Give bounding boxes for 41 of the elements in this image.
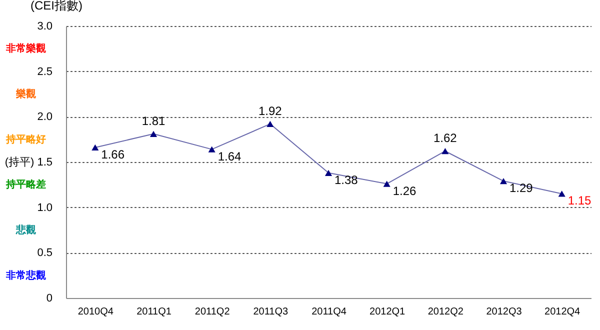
data-label: 1.29 [510, 181, 534, 196]
y-tick-label: 0 [46, 292, 52, 304]
x-tick-label: 2012Q3 [486, 306, 522, 318]
point [500, 178, 508, 184]
data-label: 1.62 [433, 131, 458, 146]
y-axis-title: (CEI指數) [30, 0, 82, 12]
y-tick-label: 1.0 [37, 202, 52, 214]
data-label: 1.81 [142, 114, 166, 128]
point [442, 148, 449, 154]
x-tick-label: 2012Q2 [428, 306, 464, 318]
y-tick-label: 2.0 [37, 111, 52, 124]
x-tick-label: 2011Q4 [312, 306, 347, 318]
y-tick-label: 2.5 [37, 66, 52, 78]
x-tick-label: 2011Q2 [194, 306, 230, 318]
point [266, 120, 274, 127]
data-label: 1.64 [218, 149, 242, 164]
point [383, 180, 390, 187]
point [208, 146, 216, 152]
data-label: 1.92 [258, 104, 282, 118]
text: 悲觀 [15, 224, 36, 236]
data-label: 1.26 [392, 184, 417, 198]
point [558, 190, 566, 197]
x-tick-label: 2012Q4 [544, 306, 581, 318]
data-label: 1.15 [568, 194, 592, 208]
data-label: 1.38 [334, 172, 358, 187]
point [324, 170, 332, 176]
text: 非常樂觀 [5, 42, 46, 55]
x-tick-label: 2012Q1 [370, 306, 406, 318]
text: 持平略好 [5, 133, 46, 146]
point [150, 130, 158, 137]
point [92, 144, 99, 151]
x-tick-label: 2011Q3 [253, 306, 289, 318]
y-tick-label: (持平) 1.5 [4, 156, 52, 168]
y-tick-label: 3.0 [37, 20, 52, 32]
data-label: 1.66 [101, 147, 125, 162]
x-tick-label: 2010Q4 [78, 306, 114, 318]
y-tick-label: 0.5 [37, 247, 52, 260]
text: 樂觀 [15, 88, 36, 100]
text: 非常悲觀 [5, 269, 46, 282]
text: 持平略差 [5, 178, 46, 191]
x-tick-label: 2011Q1 [136, 306, 172, 318]
